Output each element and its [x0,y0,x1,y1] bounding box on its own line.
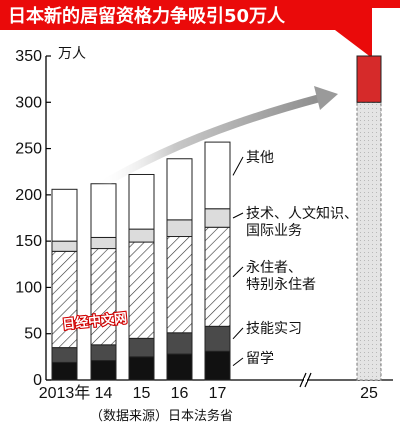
growth-arrow-head [314,86,338,110]
growth-arrow [92,94,324,192]
target-bar-added [356,55,382,103]
legend: 留学 技能实习 永住者、特别永住者 技术、人文知识、国际业务 其他 [232,150,358,367]
title-banner: 日本新的居留资格力争吸引50万人 [0,0,400,58]
axes: 0 50 100 150 200 250 300 350 2013年 14 15 16 17 25 [15,48,393,402]
bars [51,86,338,381]
x-tick-label: 14 [95,385,113,402]
bar-segment-other [90,183,117,238]
legend-label: 其他 [246,150,274,166]
bar-segment-permanent-resident [51,250,78,349]
bar-segment-technical-humanities [128,228,155,243]
legend-leader-line [232,156,244,176]
bar-segment-technical-intern [51,347,78,363]
y-tick-label: 50 [24,326,42,343]
bar-segment-permanent-resident [166,236,193,334]
y-tick-label: 200 [15,187,42,204]
bar-segment-student [128,356,155,381]
y-tick-label: 350 [15,48,42,65]
bar-segment-technical-humanities [90,236,117,250]
bar-segment-other [204,141,231,210]
x-tick-label: 2013年 [39,384,91,402]
bar-segment-technical-humanities [204,208,231,228]
x-tick-label: 17 [209,385,227,402]
bar-segment-other [166,158,193,221]
legend-leader-line [232,266,244,278]
y-tick-label: 100 [15,279,42,296]
bar-segment-permanent-resident [128,241,155,339]
bar-segment-technical-intern [90,344,117,362]
bar-segment-student [166,353,193,381]
legend-label: 留学 [246,351,274,367]
axis-break-mark [299,372,307,388]
axis-break-mark [304,372,312,388]
bar-segment-student [51,361,78,381]
x-tick-label: 16 [171,385,189,402]
legend-label: 技术、人文知识、国际业务 [246,205,358,239]
y-tick-label: 0 [33,372,42,389]
y-tick-label: 150 [15,233,42,250]
x-tick-label: 25 [360,385,378,402]
bar-segment-student [90,360,117,381]
bar-segment-other [128,173,155,230]
bar-segment-permanent-resident [90,248,117,346]
legend-leader-line [232,357,244,367]
y-tick-label: 250 [15,141,42,158]
source-note: （数据来源）日本法务省 [90,408,233,424]
y-unit-label: 万人 [58,46,86,62]
y-tick-label: 300 [15,94,42,111]
legend-leader-line [232,212,244,219]
bar-segment-technical-humanities [166,219,193,238]
bar-segment-technical-humanities [51,240,78,252]
legend-leader-line [232,327,244,340]
legend-label: 技能实习 [246,321,302,337]
legend-label: 永住者、特别永住者 [246,260,316,293]
bar-segment-technical-intern [128,337,155,358]
bar-segment-other [51,188,78,242]
axis-break-gap [304,378,307,382]
bar-segment-permanent-resident [204,226,231,327]
bar-segment-student [204,350,231,381]
target-bar-existing [356,101,382,381]
bar-segment-technical-intern [166,332,193,355]
bar-segment-technical-intern [204,325,231,352]
x-tick-label: 15 [133,385,151,402]
chart-title: 日本新的居留资格力争吸引50万人 [8,5,286,27]
target-bar [356,55,382,381]
